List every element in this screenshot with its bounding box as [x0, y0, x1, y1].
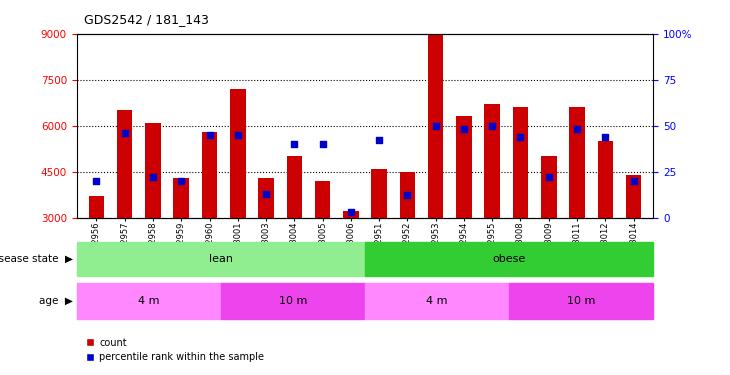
Bar [230, 89, 245, 218]
Point [486, 123, 498, 129]
Text: age  ▶: age ▶ [39, 296, 73, 306]
Bar [510, 283, 653, 319]
Point [147, 174, 159, 180]
Bar [428, 25, 443, 218]
Bar [365, 283, 510, 319]
Text: 10 m: 10 m [279, 296, 307, 306]
Point [317, 141, 328, 147]
Text: disease state  ▶: disease state ▶ [0, 254, 73, 264]
Text: GDS2542 / 181_143: GDS2542 / 181_143 [84, 13, 209, 26]
Bar [77, 283, 220, 319]
Bar [456, 117, 472, 218]
Point [204, 132, 215, 138]
Point [373, 137, 385, 143]
Text: 4 m: 4 m [426, 296, 447, 306]
Text: 10 m: 10 m [567, 296, 596, 306]
Bar [145, 123, 161, 218]
Bar [372, 168, 387, 217]
Point [543, 174, 555, 180]
Bar [541, 156, 556, 218]
Point [91, 178, 102, 184]
Bar [512, 107, 529, 218]
Bar [201, 132, 218, 218]
Point [260, 190, 272, 196]
Text: obese: obese [493, 254, 526, 264]
Bar [77, 242, 365, 276]
Bar [569, 107, 585, 218]
Text: 4 m: 4 m [138, 296, 159, 306]
Point [288, 141, 300, 147]
Bar [174, 178, 189, 218]
Bar [626, 175, 642, 217]
Point [458, 126, 470, 132]
Bar [399, 172, 415, 217]
Point [232, 132, 244, 138]
Point [402, 192, 413, 198]
Point [430, 123, 442, 129]
Bar [117, 110, 132, 218]
Bar [220, 283, 365, 319]
Point [119, 130, 131, 136]
Point [175, 178, 187, 184]
Legend: count, percentile rank within the sample: count, percentile rank within the sample [82, 334, 268, 366]
Bar [287, 156, 302, 218]
Bar [365, 242, 653, 276]
Point [515, 134, 526, 140]
Point [628, 178, 639, 184]
Point [599, 134, 611, 140]
Point [345, 209, 357, 215]
Bar [343, 211, 358, 217]
Bar [315, 181, 331, 218]
Bar [485, 104, 500, 218]
Text: lean: lean [209, 254, 233, 264]
Point [571, 126, 583, 132]
Bar [598, 141, 613, 218]
Bar [88, 196, 104, 217]
Bar [258, 178, 274, 218]
